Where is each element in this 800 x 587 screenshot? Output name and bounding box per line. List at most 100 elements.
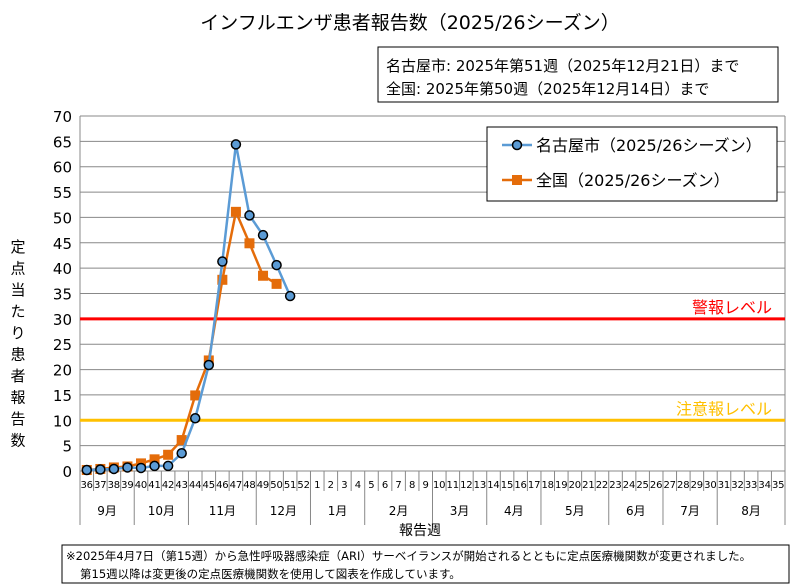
data-point-circle bbox=[511, 139, 523, 151]
x-tick-label: 48 bbox=[243, 480, 256, 491]
x-tick-label: 32 bbox=[731, 480, 744, 491]
x-tick-label: 9 bbox=[423, 480, 429, 491]
x-tick-label: 22 bbox=[596, 480, 609, 491]
x-tick-label: 46 bbox=[216, 480, 229, 491]
month-label: 9月 bbox=[97, 504, 117, 518]
data-point-square bbox=[230, 206, 241, 217]
x-tick-label: 20 bbox=[569, 480, 582, 491]
x-tick-label: 47 bbox=[230, 480, 243, 491]
x-tick-label: 6 bbox=[382, 480, 388, 491]
x-tick-label: 36 bbox=[81, 480, 94, 491]
x-tick-label: 14 bbox=[487, 480, 500, 491]
month-label: 10月 bbox=[148, 504, 175, 518]
x-tick-label: 4 bbox=[355, 480, 361, 491]
x-tick-label: 12 bbox=[460, 480, 473, 491]
x-tick-label: 44 bbox=[189, 480, 202, 491]
x-tick-label: 37 bbox=[94, 480, 107, 491]
y-label-char: 点 bbox=[10, 260, 25, 278]
y-label-char: り bbox=[10, 324, 25, 342]
data-point-circle bbox=[95, 464, 106, 475]
x-tick-label: 35 bbox=[772, 480, 785, 491]
x-tick-label: 33 bbox=[745, 480, 758, 491]
y-tick-label: 35 bbox=[53, 286, 72, 304]
y-label-char: 当 bbox=[10, 281, 25, 299]
data-point-circle bbox=[189, 413, 201, 424]
data-point-circle bbox=[271, 259, 282, 271]
x-tick-label: 16 bbox=[514, 480, 527, 491]
x-tick-label: 40 bbox=[135, 480, 148, 491]
month-label: 11月 bbox=[209, 504, 236, 518]
x-tick-label: 21 bbox=[582, 480, 595, 491]
footnote-line-1: ※2025年4月7日（第15週）から急性呼吸器感染症（ARI）サーベイランスが開… bbox=[66, 549, 751, 563]
month-label: 3月 bbox=[450, 504, 470, 518]
x-tick-label: 52 bbox=[297, 480, 310, 491]
month-label: 2月 bbox=[389, 504, 409, 518]
x-axis-label: 報告週 bbox=[399, 523, 441, 539]
footnote-box bbox=[61, 544, 790, 584]
x-tick-label: 50 bbox=[270, 480, 283, 491]
x-tick-label: 41 bbox=[148, 480, 161, 491]
y-label-char: 告 bbox=[10, 410, 25, 428]
data-point-square bbox=[163, 449, 174, 460]
x-tick-label: 11 bbox=[447, 480, 460, 491]
y-tick-label: 60 bbox=[53, 159, 72, 177]
data-point-circle bbox=[122, 462, 133, 473]
x-tick-label: 43 bbox=[175, 480, 188, 491]
info-line-nagoya: 名古屋市: 2025年第51週（2025年12月21日）まで bbox=[386, 57, 739, 75]
month-label: 6月 bbox=[626, 504, 646, 518]
x-tick-label: 17 bbox=[528, 480, 541, 491]
x-tick-label: 28 bbox=[677, 480, 690, 491]
data-point-circle bbox=[244, 210, 255, 221]
x-tick-label: 24 bbox=[623, 480, 636, 491]
data-point-square bbox=[244, 238, 255, 249]
month-label: 4月 bbox=[504, 504, 524, 518]
x-tick-label: 49 bbox=[257, 480, 270, 491]
x-tick-label: 1 bbox=[314, 480, 320, 491]
month-label: 1月 bbox=[328, 504, 348, 518]
x-tick-label: 5 bbox=[368, 480, 374, 491]
info-box bbox=[377, 46, 779, 103]
y-label-char: 患 bbox=[10, 346, 25, 364]
data-point-circle bbox=[203, 359, 215, 371]
legend bbox=[486, 126, 778, 202]
data-point-circle bbox=[162, 460, 174, 472]
y-label-char: 数 bbox=[10, 432, 25, 450]
footnote-line-2: 第15週以降は変更後の定点医療機関数を使用して図表を作成しています。 bbox=[80, 567, 461, 581]
y-tick-label: 10 bbox=[53, 412, 72, 430]
y-label-char: た bbox=[10, 303, 25, 321]
chart-title: インフルエンザ患者報告数（2025/26シーズン） bbox=[200, 12, 619, 34]
y-tick-label: 70 bbox=[53, 108, 72, 126]
x-tick-label: 51 bbox=[284, 480, 297, 491]
data-point-circle bbox=[176, 448, 187, 459]
x-tick-label: 38 bbox=[108, 480, 121, 491]
threshold-label: 警報レベル bbox=[692, 298, 772, 317]
x-tick-label: 42 bbox=[162, 480, 175, 491]
x-tick-label: 2 bbox=[328, 480, 334, 491]
x-tick-label: 26 bbox=[650, 480, 663, 491]
series-line bbox=[86, 144, 292, 472]
data-point-circle bbox=[108, 463, 120, 475]
data-point-square bbox=[512, 175, 522, 185]
month-label: 8月 bbox=[741, 504, 761, 518]
y-label-char: 報 bbox=[10, 389, 25, 407]
x-tick-label: 3 bbox=[341, 480, 347, 491]
y-label-char: 定 bbox=[10, 238, 25, 256]
x-tick-label: 23 bbox=[609, 480, 622, 491]
y-tick-label: 5 bbox=[62, 438, 72, 456]
y-axis-label: 定点当たり患者報告数 bbox=[10, 238, 25, 450]
x-tick-label: 7 bbox=[395, 480, 401, 491]
x-tick-label: 45 bbox=[203, 480, 216, 491]
legend-label: 名古屋市（2025/26シーズン） bbox=[536, 136, 762, 155]
x-tick-label: 27 bbox=[663, 480, 676, 491]
y-tick-label: 45 bbox=[53, 235, 72, 253]
x-tick-label: 10 bbox=[433, 480, 446, 491]
y-tick-label: 30 bbox=[53, 311, 72, 329]
data-point-square bbox=[271, 278, 282, 289]
data-point-circle bbox=[135, 462, 147, 474]
data-point-circle bbox=[230, 139, 242, 150]
data-point-square bbox=[217, 274, 228, 285]
y-tick-label: 55 bbox=[53, 184, 72, 202]
x-tick-label: 8 bbox=[409, 480, 415, 491]
